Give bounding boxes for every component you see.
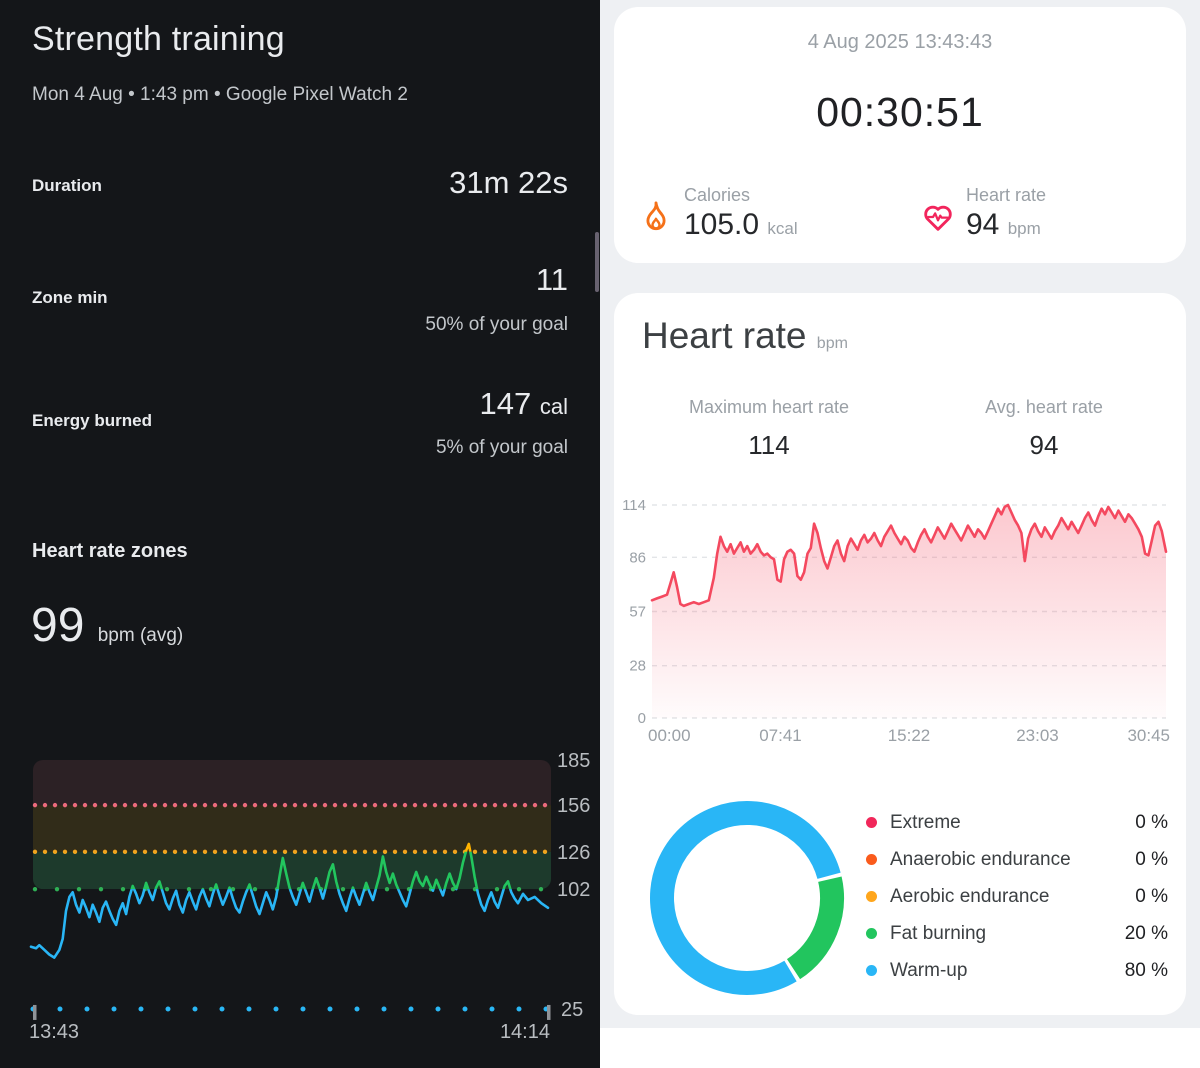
session-datetime: 4 Aug 2025 13:43:43 (807, 31, 993, 53)
y-tick-label-0: 0 (638, 710, 646, 727)
legend-dot-icon (866, 965, 877, 976)
heart-rate-zones-donut (650, 801, 844, 995)
hr-trace-segment (130, 851, 512, 890)
energy-value: 147 cal (479, 386, 568, 421)
legend-label: Fat burning (890, 922, 987, 944)
legend-dot-icon (866, 891, 877, 902)
avg-heart-rate-value: 94 (1029, 430, 1059, 460)
legend-value: 0 % (1135, 848, 1168, 870)
summary-card: 4 Aug 2025 13:43:43 00:30:51 Calories 10… (614, 7, 1186, 263)
legend-row-4: Warm-up 80 % (866, 957, 1168, 984)
y-axis-label-156: 156 (557, 795, 590, 817)
duration-value: 31m 22s (449, 165, 568, 200)
max-heart-rate-label: Maximum heart rate (688, 397, 850, 417)
heart-rate-zones-header: Heart rate zones (32, 540, 188, 562)
zone-min-goal: 50% of your goal (425, 314, 568, 335)
max-heart-rate-stat: Maximum heart rate 114 (654, 397, 884, 461)
workout-detail-panel: Strength training Mon 4 Aug • 1:43 pm • … (0, 0, 600, 1068)
page-title: Strength training (32, 20, 285, 58)
x-tick-label-2: 15:22 (888, 726, 931, 745)
y-axis-label-185: 185 (557, 750, 590, 772)
x-axis-label-end: 14:14 (500, 1021, 550, 1043)
session-summary-panel: 4 Aug 2025 13:43:43 00:30:51 Calories 10… (600, 0, 1200, 1068)
flame-icon (646, 201, 666, 231)
y-tick-label-114: 114 (622, 497, 646, 514)
legend-dot-icon (866, 817, 877, 828)
panel-footer-area (600, 1028, 1200, 1068)
zone-min-value: 11 (535, 262, 568, 297)
heart-rate-label: Heart rate (966, 185, 1047, 205)
heart-rate-value: 94 bpm (966, 208, 1041, 241)
legend-label: Extreme (890, 811, 961, 833)
zone-band-peak (33, 760, 551, 806)
legend-value: 0 % (1135, 885, 1168, 907)
calories-label: Calories (684, 185, 751, 205)
calories-unit: kcal (767, 219, 798, 238)
scrollbar-thumb[interactable] (595, 232, 599, 292)
x-tick-start (33, 1004, 37, 1020)
legend-label: Anaerobic endurance (890, 848, 1071, 870)
energy-goal: 5% of your goal (435, 437, 568, 458)
donut-segment-fat-burning (786, 876, 844, 980)
legend-label: Aerobic endurance (890, 885, 1050, 907)
heart-rate-card: Heart rate bpm Maximum heart rate 114 Av… (614, 293, 1186, 1015)
hr-line (650, 503, 1168, 608)
y-tick-label-86: 86 (629, 549, 646, 566)
legend-value: 80 % (1124, 959, 1168, 981)
y-tick-label-28: 28 (629, 658, 646, 675)
y-tick-label-57: 57 (629, 604, 646, 621)
x-tick-label-3: 23:03 (1016, 726, 1059, 745)
legend-row-0: Extreme 0 % (866, 809, 1168, 836)
legend-row-2: Aerobic endurance 0 % (866, 883, 1168, 910)
energy-label: Energy burned (32, 411, 152, 430)
legend-dot-icon (866, 854, 877, 865)
zone-bands (33, 760, 551, 890)
heart-rate-card-title: Heart rate bpm (642, 315, 848, 356)
heart-rate-card-unit: bpm (816, 335, 848, 352)
calories-metric: Calories 105.0 kcal (638, 185, 798, 242)
zone-min-label: Zone min (32, 288, 108, 307)
duration-label: Duration (32, 176, 102, 195)
legend-row-3: Fat burning 20 % (866, 920, 1168, 947)
hr-area-fill (652, 505, 1166, 718)
donut-legend: Extreme 0 % Anaerobic endurance 0 % Aerobic … (866, 809, 1168, 984)
energy-unit: cal (539, 394, 568, 419)
heart-rate-line-chart[interactable]: 0 28 57 86 114 00:00 07:41 15:22 23:03 30:45 (614, 491, 1186, 753)
legend-value: 20 % (1124, 922, 1168, 944)
x-tick-label-1: 07:41 (759, 726, 802, 745)
hr-trace-segment (29, 889, 550, 959)
workout-subtitle: Mon 4 Aug • 1:43 pm • Google Pixel Watch… (32, 84, 408, 105)
calories-value: 105.0 kcal (684, 208, 798, 241)
x-tick-label-0: 00:00 (648, 726, 691, 745)
legend-label: Warm-up (890, 959, 968, 981)
heart-rate-unit: bpm (1007, 219, 1041, 238)
y-axis-label-126: 126 (557, 842, 590, 864)
legend-row-1: Anaerobic endurance 0 % (866, 846, 1168, 873)
session-duration-timer: 00:30:51 (816, 89, 984, 135)
max-heart-rate-value: 114 (748, 430, 790, 460)
heart-rate-metric: Heart rate 94 bpm (920, 185, 1046, 242)
heart-rate-zones-chart[interactable]: 185 156 126 102 25 13:43 14:14 (0, 748, 600, 1068)
y-axis-label-102: 102 (557, 879, 590, 901)
heart-pulse-icon (924, 205, 952, 231)
x-tick-label-4: 30:45 (1127, 726, 1170, 745)
avg-heart-rate-label: Avg. heart rate (985, 397, 1103, 417)
x-axis-label-start: 13:43 (29, 1021, 79, 1043)
x-tick-end (547, 1004, 551, 1020)
avg-bpm-unit: bpm (avg) (97, 625, 184, 646)
zone-band-cardio (33, 805, 551, 852)
donut-segment-warm-up (650, 801, 841, 995)
avg-heart-rate-stat: Avg. heart rate 94 (934, 397, 1154, 461)
legend-dot-icon (866, 928, 877, 939)
legend-value: 0 % (1135, 811, 1168, 833)
y-axis-label-25: 25 (561, 999, 583, 1021)
avg-bpm-value: 99 bpm (avg) (31, 599, 184, 652)
